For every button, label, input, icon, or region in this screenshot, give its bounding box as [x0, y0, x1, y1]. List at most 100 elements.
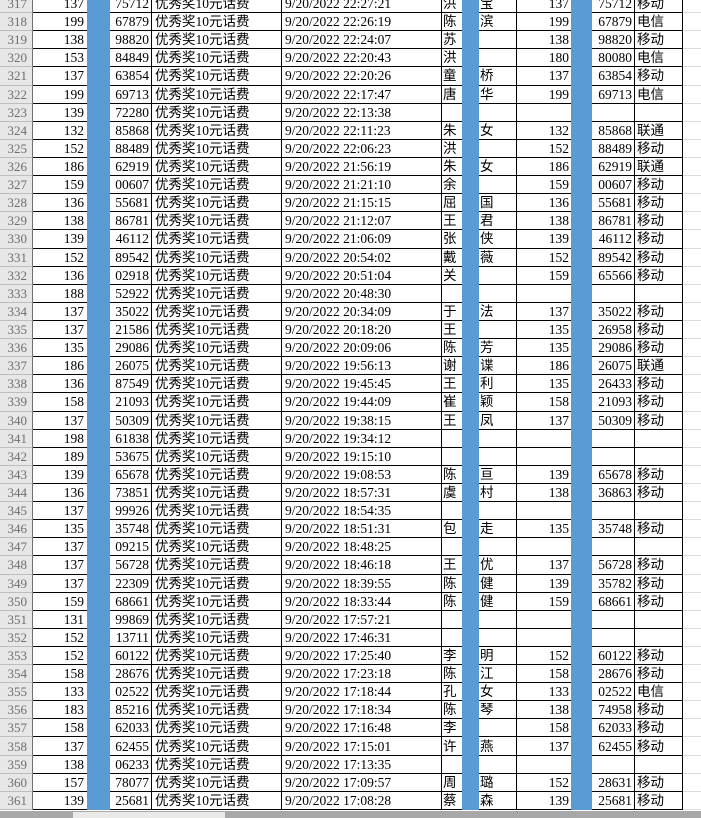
phone-suffix-2[interactable]: 25681	[592, 791, 635, 810]
timestamp[interactable]: 9/20/2022 17:15:01	[282, 737, 442, 756]
given-name-char[interactable]: 桥	[479, 67, 517, 86]
timestamp[interactable]: 9/20/2022 20:51:04	[282, 266, 442, 285]
phone-suffix[interactable]: 99869	[110, 610, 152, 629]
carrier[interactable]: 移动	[635, 375, 683, 394]
phone-prefix-2[interactable]	[517, 285, 572, 303]
row-number[interactable]: 352	[0, 628, 33, 647]
surname[interactable]: 朱	[442, 158, 463, 177]
phone-suffix[interactable]: 99926	[110, 502, 152, 521]
empty-cell[interactable]	[683, 230, 701, 249]
phone-suffix[interactable]: 53675	[110, 447, 152, 466]
timestamp[interactable]: 9/20/2022 22:20:26	[282, 67, 442, 86]
phone-suffix-2[interactable]: 56728	[592, 556, 635, 575]
row-number[interactable]: 327	[0, 176, 33, 195]
surname[interactable]	[442, 430, 463, 448]
phone-prefix-2[interactable]	[517, 611, 572, 629]
empty-cell[interactable]	[683, 701, 701, 720]
prize-name[interactable]: 优秀奖10元话费	[152, 411, 282, 430]
given-name-char[interactable]: 走	[479, 520, 517, 539]
timestamp[interactable]: 9/20/2022 22:26:19	[282, 13, 442, 32]
prize-name[interactable]: 优秀奖10元话费	[152, 701, 282, 720]
row-number[interactable]: 329	[0, 212, 33, 231]
empty-cell[interactable]	[683, 484, 701, 503]
row-number[interactable]: 317	[0, 0, 33, 14]
given-name-char[interactable]	[479, 755, 517, 774]
timestamp[interactable]: 9/20/2022 18:54:35	[282, 502, 442, 521]
phone-suffix[interactable]: 35022	[110, 302, 152, 321]
carrier[interactable]	[635, 502, 683, 521]
phone-suffix[interactable]: 85216	[110, 701, 152, 720]
empty-cell[interactable]	[683, 774, 701, 792]
empty-cell[interactable]	[683, 212, 701, 231]
prize-name[interactable]: 优秀奖10元话费	[152, 447, 282, 466]
phone-prefix[interactable]: 137	[33, 737, 87, 756]
carrier[interactable]: 移动	[635, 483, 683, 503]
row-number[interactable]: 345	[0, 502, 33, 521]
phone-suffix-2[interactable]: 35748	[592, 520, 635, 539]
phone-suffix-2[interactable]: 68661	[592, 592, 635, 611]
phone-prefix-2[interactable]: 135	[517, 375, 572, 394]
prize-name[interactable]: 优秀奖10元话费	[152, 248, 282, 267]
surname[interactable]: 王	[442, 412, 463, 430]
row-number[interactable]: 322	[0, 85, 33, 104]
given-name-char[interactable]	[479, 502, 517, 521]
row-number[interactable]: 354	[0, 665, 33, 684]
phone-prefix-2[interactable]	[517, 502, 572, 521]
surname[interactable]: 洪	[442, 140, 463, 158]
timestamp[interactable]: 9/20/2022 19:45:45	[282, 375, 442, 394]
phone-prefix-2[interactable]: 199	[517, 86, 572, 104]
given-name-char[interactable]: 谍	[479, 357, 517, 376]
phone-prefix[interactable]: 152	[33, 629, 87, 647]
phone-prefix-2[interactable]: 136	[517, 194, 572, 213]
row-number[interactable]: 325	[0, 139, 33, 158]
empty-cell[interactable]	[683, 430, 701, 448]
prize-name[interactable]: 优秀奖10元话费	[152, 121, 282, 140]
surname[interactable]: 陈	[442, 593, 463, 611]
carrier[interactable]: 移动	[635, 176, 683, 195]
phone-prefix[interactable]: 137	[33, 502, 87, 521]
phone-suffix[interactable]: 09215	[110, 538, 152, 557]
phone-suffix[interactable]: 65678	[110, 465, 152, 484]
given-name-char[interactable]: 女	[479, 683, 517, 702]
timestamp[interactable]: 9/20/2022 21:12:07	[282, 212, 442, 231]
prize-name[interactable]: 优秀奖10元话费	[152, 49, 282, 68]
phone-prefix-2[interactable]: 139	[517, 230, 572, 249]
carrier[interactable]: 移动	[635, 248, 683, 267]
phone-suffix-2[interactable]	[592, 103, 635, 122]
given-name-char[interactable]	[479, 176, 517, 195]
phone-suffix-2[interactable]: 88489	[592, 139, 635, 158]
row-number[interactable]: 331	[0, 248, 33, 267]
given-name-char[interactable]: 国	[479, 194, 517, 213]
carrier[interactable]: 移动	[635, 230, 683, 249]
timestamp[interactable]: 9/20/2022 17:23:18	[282, 665, 442, 684]
empty-cell[interactable]	[683, 520, 701, 539]
surname[interactable]: 蔡	[442, 792, 463, 810]
timestamp[interactable]: 9/20/2022 22:20:43	[282, 49, 442, 68]
surname[interactable]: 关	[442, 267, 463, 285]
empty-cell[interactable]	[683, 49, 701, 68]
surname[interactable]: 于	[442, 303, 463, 321]
phone-prefix-2[interactable]: 186	[517, 357, 572, 376]
phone-suffix-2[interactable]: 21093	[592, 393, 635, 412]
timestamp[interactable]: 9/20/2022 18:51:31	[282, 520, 442, 539]
phone-prefix-2[interactable]: 137	[517, 556, 572, 575]
phone-prefix-2[interactable]: 139	[517, 792, 572, 810]
phone-prefix-2[interactable]: 137	[517, 67, 572, 86]
phone-prefix-2[interactable]: 139	[517, 575, 572, 593]
empty-cell[interactable]	[683, 67, 701, 86]
phone-prefix[interactable]: 137	[33, 556, 87, 575]
phone-prefix-2[interactable]: 158	[517, 719, 572, 738]
empty-cell[interactable]	[683, 393, 701, 412]
empty-cell[interactable]	[683, 303, 701, 321]
empty-cell[interactable]	[683, 719, 701, 738]
timestamp[interactable]: 9/20/2022 17:46:31	[282, 628, 442, 647]
prize-name[interactable]: 优秀奖10元话费	[152, 592, 282, 611]
carrier[interactable]: 移动	[635, 31, 683, 50]
surname[interactable]	[442, 629, 463, 647]
carrier[interactable]: 移动	[635, 701, 683, 720]
phone-prefix[interactable]: 152	[33, 140, 87, 158]
phone-prefix-2[interactable]: 152	[517, 774, 572, 792]
surname[interactable]: 戴	[442, 249, 463, 267]
timestamp[interactable]: 9/20/2022 19:15:10	[282, 447, 442, 466]
phone-suffix[interactable]: 75712	[110, 0, 152, 14]
